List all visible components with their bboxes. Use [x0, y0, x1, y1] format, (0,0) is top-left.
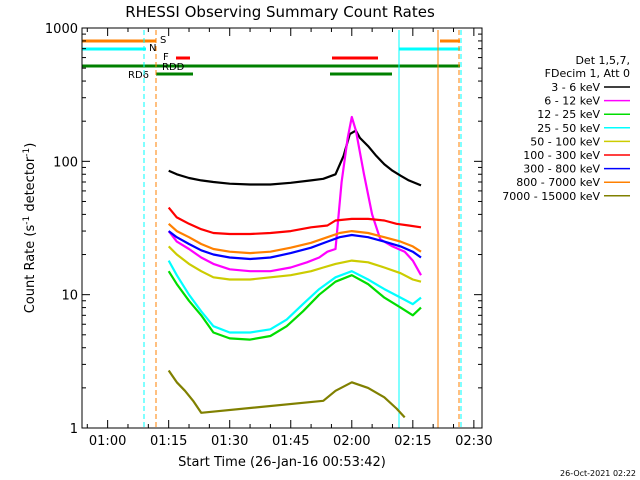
- series-line-2: [167, 270, 422, 341]
- flag-label-n: N: [149, 43, 156, 54]
- flag-label-rdd: RDD: [162, 62, 185, 73]
- series-line-7: [167, 222, 422, 255]
- y-tick-label: 100: [53, 155, 78, 170]
- chart-title: RHESSI Observing Summary Count Rates: [125, 3, 435, 21]
- x-tick-label: 02:15: [394, 434, 431, 449]
- legend-label-6: 300 - 800 keV: [523, 163, 600, 176]
- legend-label-2: 12 - 25 keV: [537, 108, 600, 121]
- y-axis-label: Count Rate (s-1 detector-1): [22, 143, 38, 314]
- flag-label-rd6: RD6: [128, 70, 149, 81]
- x-tick-label: 01:00: [89, 434, 126, 449]
- y-axis: 1 10 100 1000: [45, 22, 482, 437]
- y-label-sup-1: -1: [22, 216, 32, 225]
- y-label-sup-2: -1: [22, 148, 32, 157]
- y-tick-label: 1: [70, 422, 78, 437]
- series-line-3: [167, 260, 422, 334]
- series-line-8: [167, 369, 406, 419]
- series-line-0: [168, 129, 422, 187]
- y-label-part-3: ): [23, 143, 38, 148]
- legend-label-4: 50 - 100 keV: [530, 135, 600, 148]
- series-line-4: [167, 245, 422, 283]
- legend-label-3: 25 - 50 keV: [537, 122, 600, 135]
- y-label-part-2: detector: [23, 156, 38, 216]
- x-axis-label: Start Time (26-Jan-16 00:53:42): [178, 455, 386, 470]
- legend-label-5: 100 - 300 keV: [523, 149, 600, 162]
- series-layer: [167, 115, 422, 419]
- legend-label-0: 3 - 6 keV: [551, 81, 600, 94]
- legend-label-1: 6 - 12 keV: [544, 95, 600, 108]
- flag-bars: S N F RDD RD6: [82, 35, 460, 81]
- x-tick-label: 01:30: [211, 434, 248, 449]
- plot-frame: [81, 27, 483, 429]
- y-tick-label: 10: [61, 289, 78, 304]
- x-tick-label: 02:30: [455, 434, 492, 449]
- legend-header-1: Det 1,5,7,: [575, 54, 630, 67]
- event-markers: [143, 30, 462, 428]
- y-label-part-1: Count Rate (s: [23, 225, 38, 314]
- flag-label-f: F: [163, 52, 169, 63]
- legend-header-2: FDecim 1, Att 0: [545, 67, 630, 80]
- timestamp: 26-Oct-2021 02:22: [560, 469, 636, 478]
- x-tick-label: 01:15: [150, 434, 187, 449]
- legend-label-7: 800 - 7000 keV: [516, 176, 600, 189]
- series-line-6: [168, 230, 422, 261]
- x-axis: 01:00 01:15 01:30 01:45 02:00 02:15 02:30: [86, 28, 493, 449]
- legend-label-8: 7000 - 15000 keV: [502, 190, 600, 203]
- series-line-5: [167, 206, 422, 236]
- x-tick-label: 02:00: [333, 434, 370, 449]
- x-tick-label: 01:45: [272, 434, 309, 449]
- y-tick-label: 1000: [45, 22, 78, 37]
- flag-label-s: S: [160, 35, 166, 46]
